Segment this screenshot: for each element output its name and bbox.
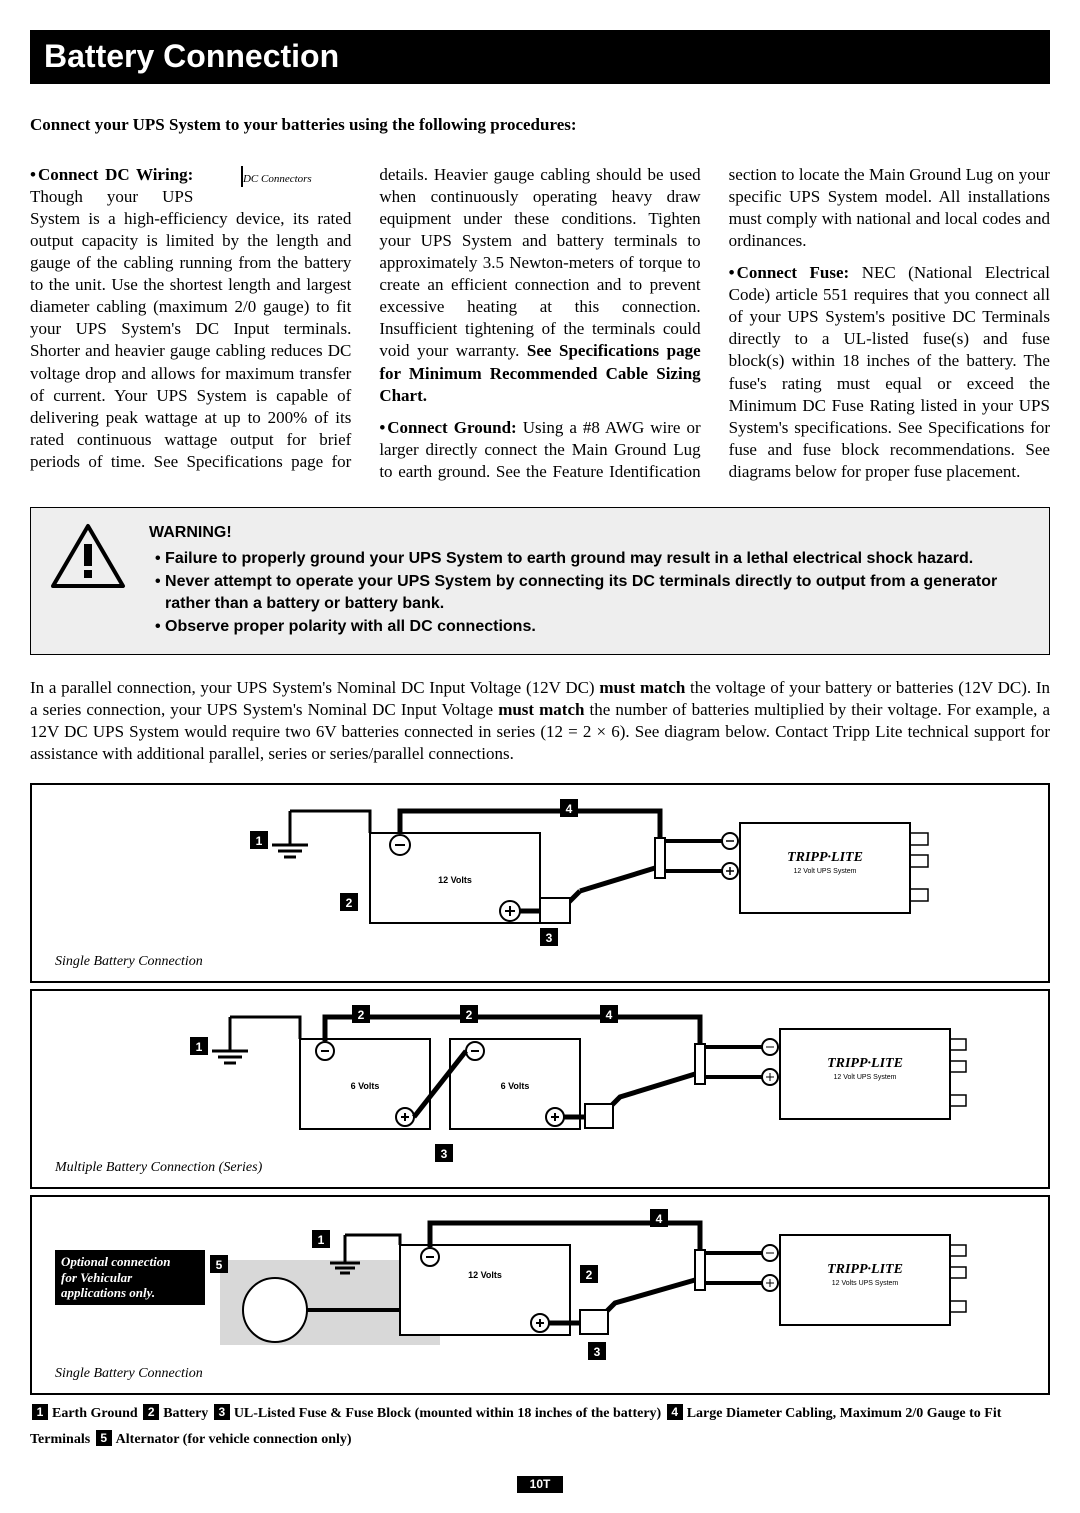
- diag1-batt-label: 12 Volts: [438, 875, 472, 885]
- dc-connectors-image: [241, 166, 243, 187]
- svg-text:1: 1: [318, 1233, 325, 1247]
- svg-text:4: 4: [606, 1008, 613, 1022]
- dc-connectors-figure: DC Connectors: [201, 166, 351, 188]
- svg-text:1: 1: [256, 834, 263, 848]
- diagram-3-caption: Single Battery Connection: [55, 1366, 203, 1381]
- parallel-b: must match: [599, 678, 685, 697]
- svg-text:12 Volts: 12 Volts: [468, 1270, 502, 1280]
- parallel-paragraph: In a parallel connection, your UPS Syste…: [30, 677, 1050, 765]
- diagram-1-svg: 12 Volts TRIPP·LITE 12 Volt UPS System 1…: [40, 793, 1040, 973]
- diag1-ups-brand: TRIPP·LITE: [787, 850, 863, 865]
- warning-item-3: Observe proper polarity with all DC conn…: [155, 616, 1031, 638]
- diagram-3-svg: Optional connection for Vehicular applic…: [40, 1205, 1040, 1385]
- svg-text:2: 2: [466, 1008, 473, 1022]
- warning-heading: WARNING!: [149, 522, 1031, 544]
- diagram-2-box: 6 Volts 6 Volts TRIPP·LITE 12 Volt UPS S…: [30, 989, 1050, 1189]
- svg-text:12 Volt UPS System: 12 Volt UPS System: [833, 1074, 896, 1081]
- warning-icon: [49, 522, 127, 598]
- svg-text:1: 1: [196, 1040, 203, 1054]
- intro-line: Connect your UPS System to your batterie…: [30, 114, 1050, 136]
- col3b-rest: NEC (National Electrical Code) article 5…: [729, 263, 1050, 481]
- svg-text:12 Volts UPS System: 12 Volts UPS System: [832, 1280, 899, 1287]
- body-columns: •Connect DC Wiring: DC Connectors Though…: [30, 164, 1050, 483]
- diag1-ups-label: 12 Volt UPS System: [793, 868, 856, 875]
- svg-text:TRIPP·LITE: TRIPP·LITE: [827, 1056, 903, 1071]
- svg-text:4: 4: [656, 1212, 663, 1226]
- diagram-2-svg: 6 Volts 6 Volts TRIPP·LITE 12 Volt UPS S…: [40, 999, 1040, 1179]
- warning-box: WARNING! Failure to properly ground your…: [30, 507, 1050, 655]
- diagram-1-box: 12 Volts TRIPP·LITE 12 Volt UPS System 1…: [30, 783, 1050, 983]
- svg-text:2: 2: [358, 1008, 365, 1022]
- page-number: 10T: [517, 1476, 563, 1494]
- optional-connection-label: Optional connection for Vehicular applic…: [55, 1250, 205, 1305]
- parallel-d: must match: [498, 700, 584, 719]
- diagram-1-caption: Single Battery Connection: [55, 954, 203, 969]
- svg-text:5: 5: [216, 1258, 223, 1272]
- col2-a: gauge cabling should be used when contin…: [379, 165, 700, 361]
- svg-text:3: 3: [546, 931, 553, 945]
- parallel-a: In a parallel connection, your UPS Syste…: [30, 678, 599, 697]
- col2b-lead: Connect Ground:: [387, 418, 516, 437]
- svg-text:6 Volts: 6 Volts: [501, 1081, 530, 1091]
- svg-text:TRIPP·LITE: TRIPP·LITE: [827, 1262, 903, 1277]
- svg-text:2: 2: [586, 1268, 593, 1282]
- diagram-legend: 1Earth Ground 2Battery 3UL-Listed Fuse &…: [30, 1401, 1050, 1451]
- svg-text:3: 3: [594, 1345, 601, 1359]
- col1-lead-bold: Connect DC Wiring:: [38, 165, 193, 184]
- diagram-3-box: Optional connection for Vehicular applic…: [30, 1195, 1050, 1395]
- svg-text:4: 4: [566, 802, 573, 816]
- svg-text:3: 3: [441, 1147, 448, 1161]
- section-title: Battery Connection: [30, 30, 1050, 84]
- warning-text: WARNING! Failure to properly ground your…: [149, 522, 1031, 640]
- svg-text:2: 2: [346, 896, 353, 910]
- column-3-fuse: •Connect Fuse: NEC (National Electrical …: [729, 262, 1050, 483]
- warning-item-1: Failure to properly ground your UPS Syst…: [155, 548, 1031, 570]
- diagram-2-caption: Multiple Battery Connection (Series): [54, 1160, 263, 1175]
- warning-item-2: Never attempt to operate your UPS System…: [155, 571, 1031, 614]
- svg-text:6 Volts: 6 Volts: [351, 1081, 380, 1091]
- dc-connectors-caption: DC Connectors: [243, 173, 312, 185]
- col3b-lead: Connect Fuse:: [737, 263, 850, 282]
